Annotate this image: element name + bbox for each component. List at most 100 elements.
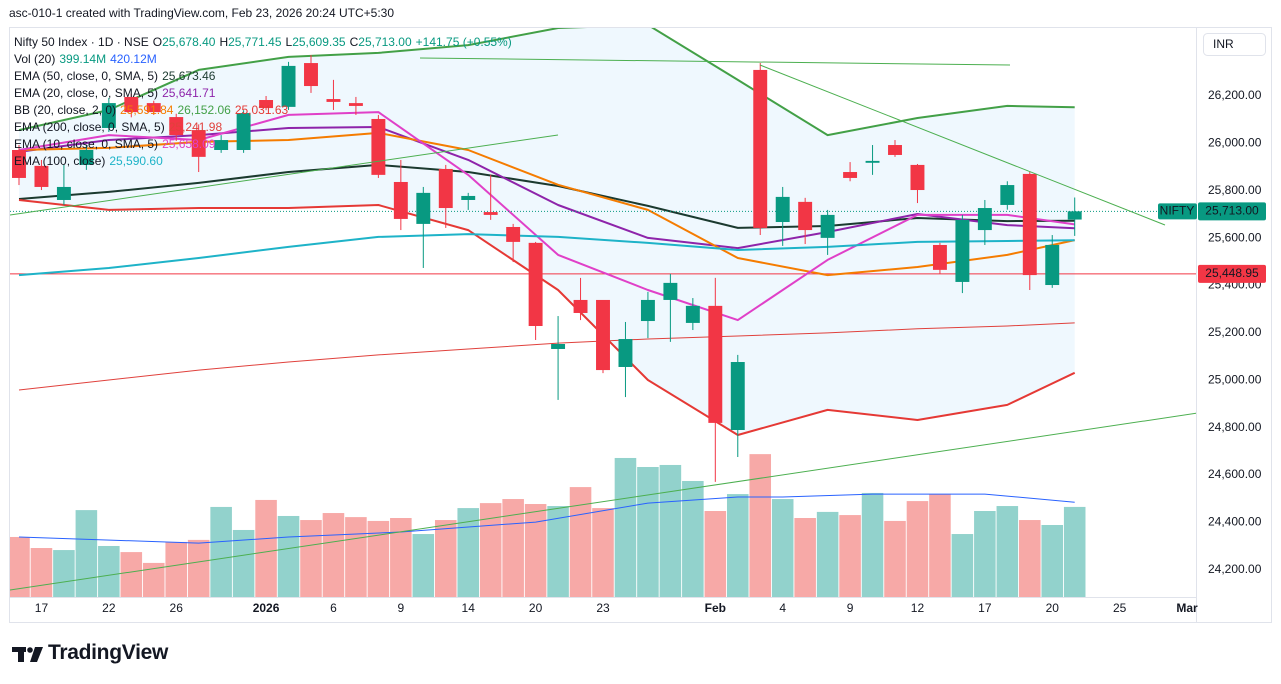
indicator-line (18, 199, 1076, 436)
candle-body (124, 96, 139, 113)
volume-bar (906, 501, 929, 597)
logo-icon (12, 647, 43, 662)
candle-body (685, 305, 700, 323)
y-tick-label: 24,600.00 (1208, 467, 1262, 481)
volume-bar (434, 520, 457, 597)
candle-body (304, 63, 318, 87)
indicator-value: 25,241.98 (168, 120, 223, 134)
change: +141.75 (+0.55%) (415, 35, 512, 49)
indicator-name: EMA (100, close) (14, 154, 106, 168)
logo-shape (27, 647, 33, 653)
volume-bar (726, 494, 749, 597)
x-tick-label: 9 (847, 601, 854, 615)
currency-box[interactable] (1203, 33, 1266, 56)
plot-area (10, 28, 1196, 597)
legend-row: EMA (200, close, 0, SMA, 5) 25,241.98 (14, 119, 516, 136)
candle-body (506, 226, 521, 242)
trend-line (10, 412, 1196, 591)
volume-bar (98, 545, 120, 597)
volume-bar (457, 508, 480, 597)
candle-body (977, 208, 992, 231)
volume-bar (1041, 525, 1064, 597)
volume-bar (659, 464, 682, 597)
volume-bar (794, 518, 816, 597)
indicator-value: 399.14M (59, 52, 107, 66)
legend-row: EMA (50, close, 0, SMA, 5) 25,673.46 (14, 68, 516, 85)
y-tick-label: 26,200.00 (1208, 88, 1262, 102)
volume-bar (1063, 506, 1086, 597)
header: asc-010-1 created with TradingView.com, … (9, 6, 395, 20)
ohlc-value: 25,713.00 (358, 35, 412, 49)
volume-bar (390, 518, 412, 597)
ohlc-value: 25,771.45 (228, 35, 282, 49)
logo-shape (18, 647, 24, 662)
volume-bar (30, 548, 53, 597)
x-tick-label: 9 (397, 601, 404, 615)
legend-row: EMA (100, close) 25,590.60 (14, 153, 516, 170)
indicator-value: 25,591.84 (120, 103, 174, 117)
volume-bar (53, 550, 75, 597)
candle-body (708, 305, 723, 423)
candle-body (663, 282, 678, 300)
candle-body (79, 149, 94, 165)
x-tick-label: 4 (779, 601, 786, 615)
y-tick-label: 25,000.00 (1208, 372, 1262, 386)
candle-body (281, 65, 296, 107)
candle-body (528, 242, 543, 327)
trend-lines (10, 57, 1196, 591)
volume-bar (592, 508, 614, 597)
indicator-name: EMA (200, close, 0, SMA, 5) (14, 120, 165, 134)
volume-bar (120, 552, 143, 597)
volume-bar (974, 511, 996, 597)
candle-body (236, 113, 251, 150)
volume-bar (300, 520, 322, 597)
candle-body (798, 201, 813, 231)
volume-ma-line (18, 493, 1075, 544)
candle-body (416, 192, 431, 224)
candle-body (843, 172, 858, 178)
indicator-line (18, 233, 1075, 277)
ohlc-label: C (349, 35, 359, 49)
candle-body (573, 299, 588, 313)
ohlc-label: H (219, 35, 229, 49)
indicator-line (18, 28, 1075, 137)
candle-body (438, 168, 453, 209)
y-tick-label: 25,200.00 (1208, 325, 1262, 339)
currency: INR (1213, 37, 1234, 51)
candle-body (753, 69, 768, 228)
volume-bar (749, 454, 772, 597)
volume-bar (951, 534, 974, 597)
x-tick-label: 12 (911, 601, 925, 615)
x-tick-label: 17 (35, 601, 49, 615)
x-tick-label: 23 (596, 601, 610, 615)
symbol-label: NIFTY (1160, 204, 1195, 218)
candle-body (169, 117, 184, 136)
candle-body (12, 149, 26, 178)
chart-frame (9, 27, 1272, 623)
volume-bar (771, 499, 794, 597)
candle-body (393, 181, 408, 219)
volume-bar (637, 466, 659, 597)
volume-bar (367, 520, 390, 597)
indicator-name: EMA (50, close, 0, SMA, 5) (14, 69, 159, 83)
candle-body (146, 103, 161, 113)
ohlc-value: 25,609.35 (292, 35, 346, 49)
volume-bar (412, 534, 435, 597)
logo-shape (30, 647, 43, 662)
x-tick-label: 20 (1046, 601, 1060, 615)
indicator-value: 25,658.09 (162, 137, 216, 151)
y-tick-label: 24,800.00 (1208, 420, 1262, 434)
candle-body (214, 140, 229, 150)
x-tick-label: 22 (102, 601, 116, 615)
volume-bar (524, 504, 547, 597)
x-tick-label: 6 (330, 601, 337, 615)
volume-bar (996, 506, 1019, 597)
candle-body (461, 195, 476, 200)
x-tick-label: 25 (1113, 601, 1127, 615)
volume-bar (479, 503, 502, 597)
candle-body (1045, 244, 1060, 286)
candle-body (191, 130, 206, 157)
symbol: Nifty 50 Index · 1D · NSE (14, 35, 149, 49)
indicator-name: BB (20, close, 2, 0) (14, 103, 117, 117)
